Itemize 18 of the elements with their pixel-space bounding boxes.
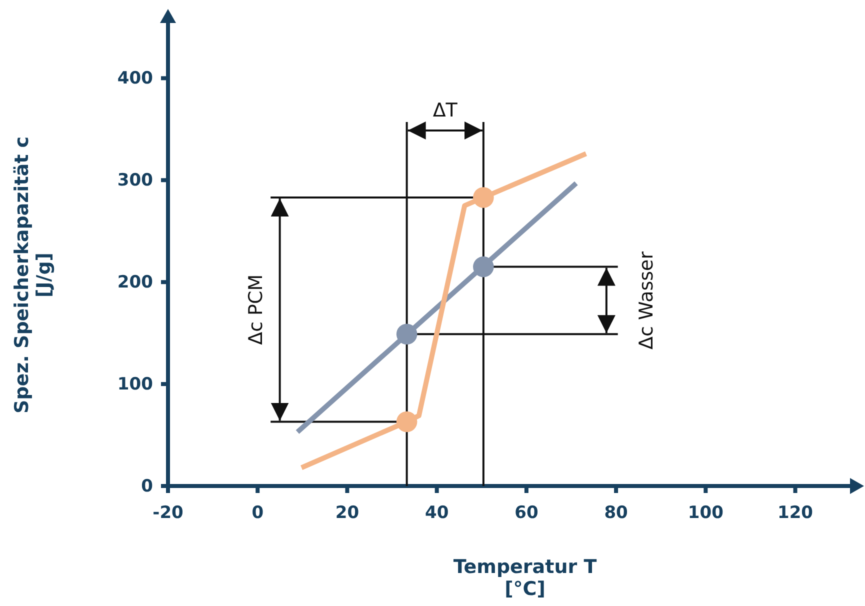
y-tick-label: 400 (117, 68, 154, 89)
x-tick-label: 60 (514, 503, 538, 524)
y-tick-label: 100 (117, 374, 154, 394)
x-tick-label: 20 (335, 503, 360, 524)
y-tick-label: 0 (141, 476, 154, 496)
x-tick-label: 120 (778, 503, 814, 524)
x-tick-label: 0 (252, 503, 264, 524)
x-tick-label: -20 (152, 503, 184, 524)
annotation: Δc Wasser (635, 251, 658, 350)
x-tick-label: 80 (604, 503, 628, 524)
y-axis-title: Spez. Speicherkapazität c [J/g] (11, 136, 55, 414)
x-axis-title: Temperatur T [°C] (453, 556, 597, 600)
x-tick-label: 100 (688, 503, 724, 524)
annotation: ΔT (432, 99, 458, 122)
y-tick-label: 300 (117, 170, 154, 191)
y-tick-label: 200 (117, 272, 154, 293)
annotation: Δc PCM (244, 274, 267, 345)
x-tick-label: 40 (424, 503, 449, 524)
